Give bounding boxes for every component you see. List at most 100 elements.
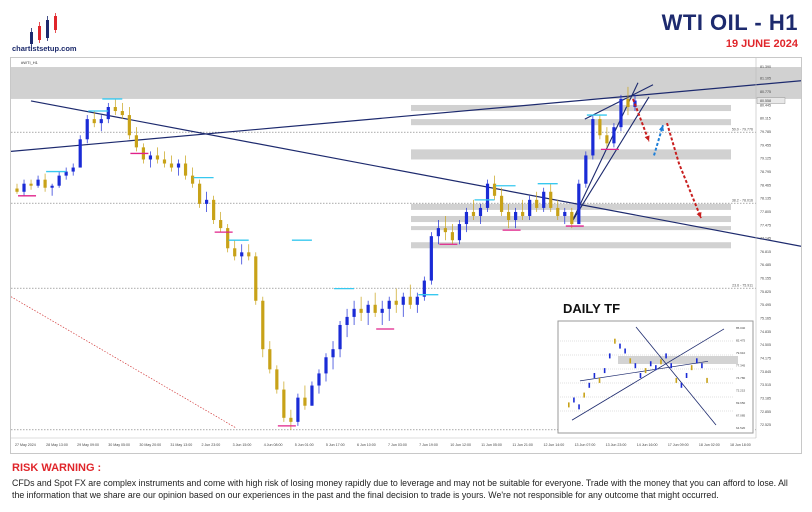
candle-body xyxy=(577,183,581,225)
zone-rect xyxy=(411,226,731,231)
candle-body xyxy=(401,296,405,305)
inset-price-label: 77.345 xyxy=(736,364,746,368)
candle-body xyxy=(605,135,609,144)
candle-body xyxy=(120,111,124,116)
inset-mid-line xyxy=(579,360,709,382)
inset-downtrend-line xyxy=(635,326,717,426)
candle-body xyxy=(92,119,96,124)
candle-body xyxy=(99,119,103,124)
candle-body xyxy=(436,228,440,237)
candle-body xyxy=(22,183,26,192)
price-tick-label: 76.485 xyxy=(760,263,771,267)
inset-zone xyxy=(618,356,738,364)
candle-body xyxy=(570,211,574,225)
price-tick-label: 73.845 xyxy=(760,370,771,374)
candle-body xyxy=(296,397,300,422)
inset-candle xyxy=(624,348,626,354)
time-tick-label: 7 Jun 03:00 xyxy=(388,443,407,447)
inset-price-label: 67.085 xyxy=(736,414,746,418)
candle-body xyxy=(549,191,553,208)
candle-body xyxy=(345,316,349,325)
price-tick-label: 75.825 xyxy=(760,290,771,294)
inset-candle xyxy=(655,365,657,371)
price-tick-label: 81.390 xyxy=(760,65,771,69)
candle-body xyxy=(422,280,426,297)
candle-body xyxy=(50,185,54,188)
inset-candle xyxy=(634,363,637,369)
price-tick-label: 75.495 xyxy=(760,303,771,307)
candle-body xyxy=(366,304,370,313)
candle-body xyxy=(338,324,342,350)
price-tick-label: 75.165 xyxy=(760,317,771,321)
chart-title: WTI OIL - H1 xyxy=(661,10,798,35)
candle-body xyxy=(506,211,511,221)
time-tick-label: 18 Jun 18:00 xyxy=(730,443,751,447)
time-tick-label: 17 Jun 09:00 xyxy=(668,443,689,447)
candle-body xyxy=(415,296,419,305)
fib-level-label: 50.0 - 79.776 xyxy=(732,128,753,132)
candle-body xyxy=(619,98,623,128)
candle-body xyxy=(352,308,356,317)
time-tick-label: 13 Jun 07:00 xyxy=(575,443,596,447)
upper-trendline xyxy=(11,80,801,152)
inset-candle xyxy=(598,377,601,383)
daily-inset-frame xyxy=(557,320,754,434)
candle-body xyxy=(514,211,518,221)
candle-body xyxy=(197,183,202,204)
inset-candle xyxy=(593,373,596,378)
price-tick-label: 77.145 xyxy=(760,237,771,241)
forecast-down-arrow-2 xyxy=(666,122,702,219)
inset-candle xyxy=(701,363,703,369)
candle-body xyxy=(29,183,33,186)
time-tick-label: 27 May 2024 xyxy=(15,443,36,447)
price-tick-label: 76.815 xyxy=(760,250,771,254)
candle-body xyxy=(64,171,68,176)
price-tick-label: 77.475 xyxy=(760,223,771,227)
inset-candle xyxy=(675,377,678,383)
time-tick-label: 30 May 20:00 xyxy=(139,443,161,447)
price-tick-label: 76.155 xyxy=(760,277,771,281)
candle-body xyxy=(429,236,433,281)
price-tick-label: 81.105 xyxy=(760,77,771,81)
risk-warning-title: RISK WARNING : xyxy=(12,462,102,474)
daily-tf-label: DAILY TF xyxy=(563,301,621,316)
candle-body xyxy=(205,199,209,204)
price-tick-label: 78.135 xyxy=(760,197,771,201)
price-tick-label: 74.505 xyxy=(760,343,771,347)
zone-rect xyxy=(411,203,731,210)
candle-body xyxy=(106,106,110,120)
candle-body xyxy=(113,106,117,112)
candle-body xyxy=(535,199,539,208)
time-tick-label: 28 May 13:00 xyxy=(46,443,68,447)
candle-body xyxy=(591,119,595,156)
candle-body xyxy=(85,119,89,140)
time-tick-label: 4 Jun 08:00 xyxy=(264,443,283,447)
time-tick-label: 11 Jun 21:00 xyxy=(512,443,533,447)
inset-candle xyxy=(608,353,611,359)
price-tick-label: 72.855 xyxy=(760,410,771,414)
inset-candle xyxy=(578,404,580,410)
candle-body xyxy=(499,195,504,212)
forecast-down-arrow-2-head xyxy=(696,212,702,219)
candle-body xyxy=(324,357,328,374)
inset-price-label: 79.910 xyxy=(736,351,746,355)
candle-body xyxy=(492,183,497,196)
price-tick-label: 80.775 xyxy=(760,90,771,94)
price-tick-label: 73.515 xyxy=(760,383,771,387)
candle-body xyxy=(303,397,307,406)
time-tick-label: 5 Jun 01:00 xyxy=(295,443,314,447)
forecast-down-arrow-1 xyxy=(632,98,650,142)
candle-body xyxy=(268,349,272,370)
time-tick-label: 2 Jun 23:00 xyxy=(202,443,221,447)
candle-body xyxy=(443,228,447,233)
price-tick-label: 72.525 xyxy=(760,423,771,427)
zone-rect xyxy=(411,104,731,112)
candle-body xyxy=(612,127,616,144)
dotted-trendline xyxy=(11,296,237,429)
candle-body xyxy=(408,296,412,305)
inset-candle xyxy=(649,361,652,367)
risk-warning-text: CFDs and Spot FX are complex instruments… xyxy=(12,478,788,500)
time-tick-label: 7 Jun 19:00 xyxy=(419,443,438,447)
inset-price-label: 74.780 xyxy=(736,376,746,380)
